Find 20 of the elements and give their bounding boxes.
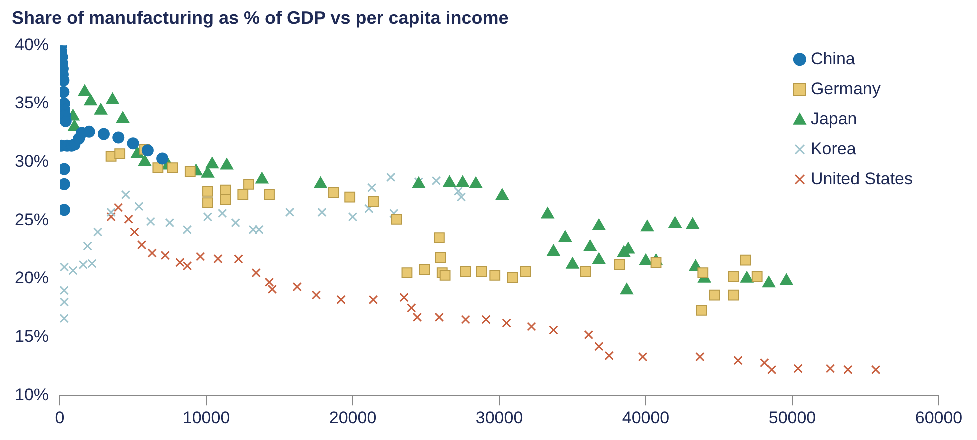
- legend-label: Germany: [810, 79, 882, 98]
- legend-label: Korea: [810, 139, 857, 158]
- x-tick-label: 60000: [915, 408, 963, 428]
- legend-label: Japan: [810, 109, 858, 128]
- legend-label: China: [810, 49, 856, 68]
- x-tick-label: 30000: [476, 408, 524, 428]
- y-tick-label: 35%: [14, 94, 50, 113]
- y-tick-label: 20%: [14, 268, 50, 288]
- x-tick-label: 50000: [768, 408, 816, 428]
- x-tick-label: 10000: [182, 408, 230, 428]
- x-tick-label: 0: [55, 408, 65, 428]
- y-tick-label: 15%: [14, 326, 50, 346]
- y-tick-label: 40%: [14, 35, 50, 54]
- y-tick-label: 30%: [14, 152, 50, 171]
- legend-label: United States: [810, 169, 914, 188]
- x-tick-label: 40000: [622, 408, 670, 428]
- x-tick-label: 20000: [329, 408, 377, 428]
- y-tick-label: 10%: [14, 385, 50, 404]
- chart-title: Share of manufacturing as % of GDP vs per capita income: [12, 8, 509, 28]
- y-tick-label: 25%: [14, 210, 50, 230]
